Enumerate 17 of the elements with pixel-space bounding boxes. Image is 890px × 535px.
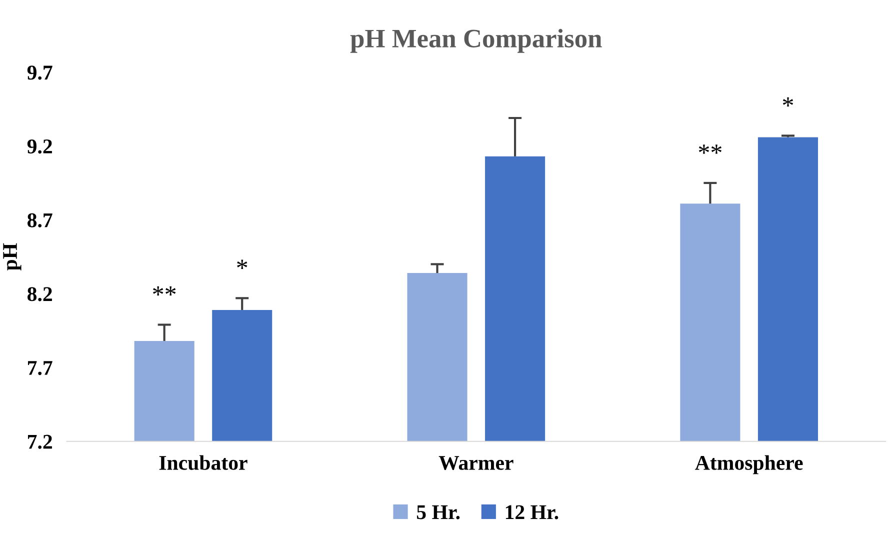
y-tick-label: 8.2 xyxy=(28,287,52,302)
y-tick-label: 7.7 xyxy=(28,361,52,376)
x-tick-label: Warmer xyxy=(438,456,514,470)
y-tick-label: 9.2 xyxy=(27,139,52,154)
x-tick-label: Incubator xyxy=(159,455,248,470)
data-label: ** xyxy=(698,144,722,154)
x-tick-label: Atmosphere xyxy=(695,455,803,474)
y-tick-label: 9.7 xyxy=(27,66,52,80)
legend-label: 12 Hr. xyxy=(506,505,558,520)
data-label: ** xyxy=(153,286,176,296)
y-axis-title: pH xyxy=(3,243,22,270)
data-label: * xyxy=(237,260,248,269)
data-label: * xyxy=(782,97,794,107)
y-tick-label: 8.7 xyxy=(28,213,52,228)
y-tick-label: 7.2 xyxy=(28,434,52,449)
chart-title: pH Mean Comparison xyxy=(350,28,602,53)
legend-label: 5 Hr. xyxy=(416,505,460,520)
